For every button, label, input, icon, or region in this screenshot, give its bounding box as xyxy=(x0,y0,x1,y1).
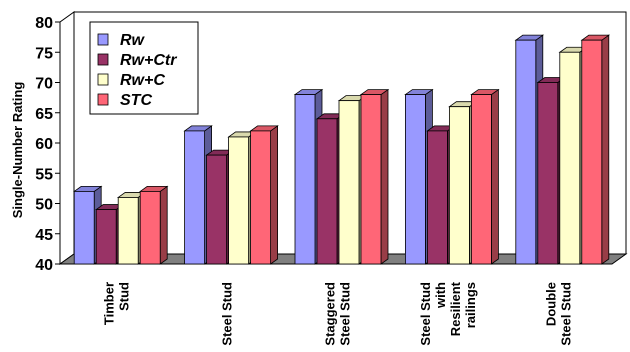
y-tick-label: 55 xyxy=(35,166,53,183)
category-label-line: Steel Stud xyxy=(558,282,573,346)
bar-front xyxy=(404,94,426,265)
y-tick-label: 75 xyxy=(35,45,53,62)
bar-front xyxy=(537,82,559,265)
category-label-line: Steel Stud xyxy=(418,282,433,346)
side-wall xyxy=(59,11,75,265)
bar-side xyxy=(270,125,279,265)
category-label-line: Stud xyxy=(117,282,132,311)
y-axis-label: Single-Number Rating xyxy=(10,82,25,219)
y-tick-label: 40 xyxy=(35,257,53,274)
legend-swatch xyxy=(97,33,109,46)
legend-swatch xyxy=(97,53,109,66)
bar-side xyxy=(159,185,168,265)
category-label: Steel StudwithResilientrailings xyxy=(418,281,478,345)
bar-front xyxy=(95,209,117,265)
bar-front xyxy=(470,94,492,265)
bar-front xyxy=(294,94,316,265)
bar-side xyxy=(601,34,610,265)
legend-label: Rw+C xyxy=(120,72,165,89)
category-label-line: Timber xyxy=(102,282,117,325)
legend-swatch xyxy=(97,93,109,106)
bar-front xyxy=(73,190,95,265)
category-label: TimberStud xyxy=(102,282,132,325)
y-tick-label: 50 xyxy=(35,197,53,214)
category-label-line: Steel Stud xyxy=(338,282,353,346)
category-label: Steel Stud xyxy=(220,282,235,346)
category-label-line: Double xyxy=(543,282,558,326)
category-labels: TimberStud Steel Stud StaggeredSteel Stud S… xyxy=(102,281,574,345)
y-tick-label: 45 xyxy=(35,227,53,244)
category-label: StaggeredSteel Stud xyxy=(323,282,353,346)
bar xyxy=(249,125,279,265)
category-label-line: Steel Stud xyxy=(220,282,235,346)
bar-front xyxy=(117,197,139,265)
category-label-line: railings xyxy=(463,282,478,328)
bar-front xyxy=(448,106,470,265)
legend-label: Rw+Ctr xyxy=(120,52,177,69)
bar-front xyxy=(581,39,603,265)
category-label: DoubleSteel Stud xyxy=(543,282,573,346)
bar-front xyxy=(559,51,581,265)
bar-front xyxy=(515,39,537,265)
category-label-line: Resilient xyxy=(448,281,463,336)
bar-front xyxy=(228,136,250,265)
bar xyxy=(470,88,500,265)
bars xyxy=(72,34,611,265)
bar xyxy=(580,34,611,265)
bar-side xyxy=(490,88,499,265)
category-label-line: with xyxy=(433,282,448,309)
y-tick-label: 65 xyxy=(35,106,53,123)
bar-front xyxy=(139,190,161,265)
bar-front xyxy=(184,130,206,265)
bar xyxy=(359,88,390,265)
bar-front xyxy=(316,118,338,265)
legend-label: STC xyxy=(120,92,152,109)
bar-front xyxy=(426,130,448,265)
legend-swatch xyxy=(97,73,109,86)
y-tick-label: 80 xyxy=(35,15,53,32)
bar xyxy=(138,185,169,265)
category-label-line: Staggered xyxy=(323,282,338,346)
y-axis-ticks: 40 45 50 55 60 65 70 75 80 xyxy=(35,15,60,274)
bar-front xyxy=(338,100,360,265)
bar-side xyxy=(380,88,389,265)
legend-label: Rw xyxy=(120,32,146,49)
bar-front xyxy=(206,154,228,265)
y-tick-label: 70 xyxy=(35,76,53,93)
y-tick-label: 60 xyxy=(35,136,53,153)
bar-front xyxy=(250,130,272,265)
bar-front xyxy=(360,94,382,265)
legend: Rw Rw+Ctr Rw+C STC xyxy=(89,21,199,115)
